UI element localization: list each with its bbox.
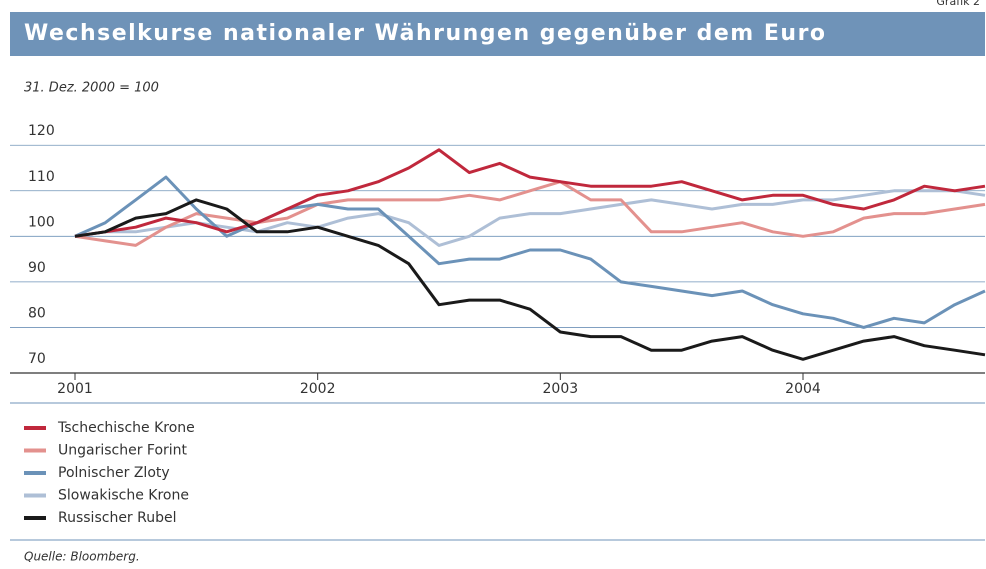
graphic-label: Grafik 2 [936, 0, 980, 8]
y-tick-label: 100 [28, 214, 55, 230]
legend-label: Slowakische Krone [58, 488, 189, 504]
x-tick-label: 2004 [785, 381, 821, 397]
subtitle: 31. Dez. 2000 = 100 [24, 81, 159, 96]
x-tick-label: 2002 [300, 381, 336, 397]
x-tick-label: 2003 [543, 381, 579, 397]
legend-label: Polnischer Zloty [58, 465, 170, 481]
title-bar [10, 12, 985, 56]
source: Quelle: Bloomberg. [24, 550, 140, 564]
y-tick-label: 120 [28, 123, 55, 139]
y-tick-label: 70 [28, 351, 46, 367]
series-line [74, 189, 986, 247]
series-line [74, 198, 986, 361]
series-line [74, 148, 986, 238]
y-tick-label: 90 [28, 260, 46, 276]
legend-label: Russischer Rubel [58, 510, 177, 526]
series-line [74, 175, 986, 329]
legend-label: Tschechische Krone [57, 420, 195, 436]
legend-label: Ungarischer Forint [58, 443, 188, 459]
y-tick-label: 80 [28, 305, 46, 321]
series-line [74, 180, 986, 247]
chart-title: Wechselkurse nationaler Währungen gegenü… [24, 21, 827, 46]
y-tick-label: 110 [28, 169, 55, 185]
x-tick-label: 2001 [57, 381, 93, 397]
